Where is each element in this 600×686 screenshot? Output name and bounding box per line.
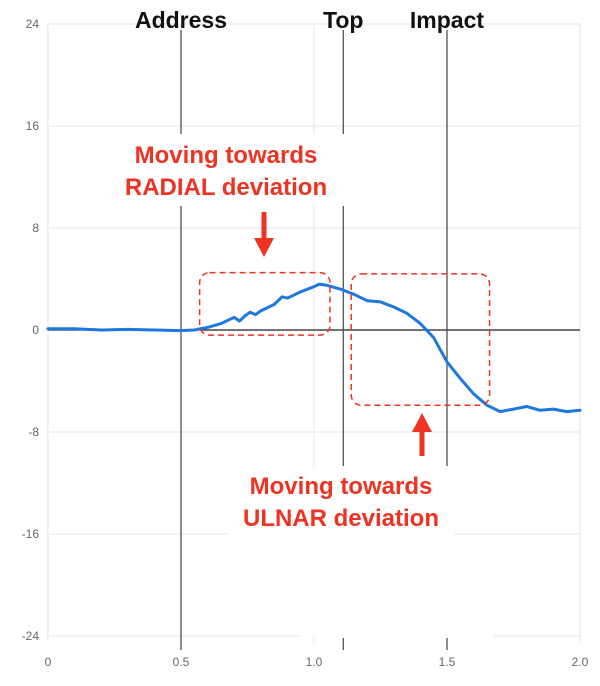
ulnar-label-bg-lower bbox=[300, 538, 494, 638]
phase-label: Address bbox=[135, 7, 227, 33]
ulnar-label-bg bbox=[228, 466, 454, 538]
x-tick-label: 1.0 bbox=[306, 655, 323, 669]
annotations: Moving towards RADIAL deviation Moving tow… bbox=[112, 134, 494, 638]
y-tick-label: 8 bbox=[32, 221, 39, 235]
phase-label: Impact bbox=[410, 7, 484, 33]
x-tick-label: 2.0 bbox=[572, 655, 589, 669]
ulnar-arrow-head bbox=[412, 413, 432, 432]
series bbox=[46, 282, 582, 414]
y-tick-label: 16 bbox=[26, 119, 40, 133]
series-line bbox=[46, 282, 582, 414]
phase-labels: Address Top Impact bbox=[135, 7, 484, 33]
radial-arrow-head bbox=[254, 238, 274, 257]
x-tick-labels: 0 0.5 1.0 1.5 2.0 bbox=[45, 655, 589, 669]
x-tick-label: 0.5 bbox=[173, 655, 190, 669]
y-tick-labels: 24 16 8 0 -8 -16 -24 bbox=[22, 17, 40, 643]
ulnar-annotation-text: ULNAR deviation bbox=[243, 505, 439, 532]
radial-region-box bbox=[198, 271, 331, 336]
x-tick-label: 0 bbox=[45, 655, 52, 669]
y-tick-label: 0 bbox=[32, 323, 39, 337]
radial-label-bg bbox=[112, 134, 346, 206]
ulnar-annotation-text: Moving towards bbox=[250, 473, 433, 500]
y-tick-label: 24 bbox=[26, 17, 40, 31]
phase-label: Top bbox=[323, 7, 363, 33]
y-tick-label: -24 bbox=[22, 629, 40, 643]
ulnar-region-box bbox=[350, 273, 491, 406]
y-tick-label: -8 bbox=[28, 425, 39, 439]
y-tick-label: -16 bbox=[22, 527, 40, 541]
radial-annotation-text: Moving towards bbox=[135, 142, 318, 169]
radial-annotation-text: RADIAL deviation bbox=[125, 174, 327, 201]
x-tick-label: 1.5 bbox=[439, 655, 456, 669]
